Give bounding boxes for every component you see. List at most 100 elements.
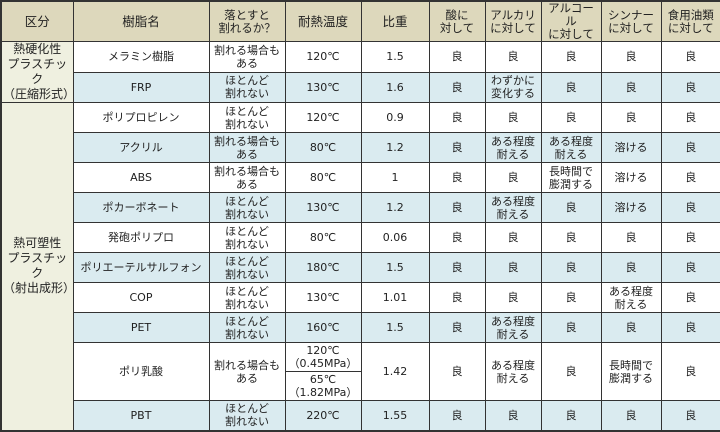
alkali-resistance: 良 xyxy=(484,41,542,73)
column-header: 比重 xyxy=(360,0,430,42)
heat-resistance: 120℃ （0.45MPa） xyxy=(284,342,362,372)
thinner-resistance: 良 xyxy=(600,41,662,73)
alkali-resistance: 良 xyxy=(484,222,542,253)
specific-gravity: 0.9 xyxy=(360,102,430,133)
category-cell: 熱可塑性 プラスチック （射出成形） xyxy=(0,102,74,431)
thinner-resistance: 良 xyxy=(600,71,662,103)
thinner-resistance: 溶ける xyxy=(600,192,662,223)
resin-name: 発砲ポリプロ xyxy=(72,222,210,253)
acid-resistance: 良 xyxy=(428,162,486,193)
oil-resistance: 良 xyxy=(660,102,720,133)
acid-resistance: 良 xyxy=(428,41,486,73)
specific-gravity: 1.6 xyxy=(360,71,430,103)
resin-name: ポリ乳酸 xyxy=(72,342,210,401)
heat-resistance: 120℃ xyxy=(284,102,362,133)
column-header: 樹脂名 xyxy=(72,0,210,42)
column-header: 酸に 対して xyxy=(428,0,486,42)
drop-resistance: ほとんど 割れない xyxy=(208,282,286,313)
alcohol-resistance: 良 xyxy=(540,192,602,223)
specific-gravity: 1.5 xyxy=(360,41,430,73)
heat-resistance: 220℃ xyxy=(284,400,362,431)
resin-name: COP xyxy=(72,282,210,313)
drop-resistance: 割れる場合も ある xyxy=(208,342,286,401)
resin-name: ポリエーテルサルフォン xyxy=(72,252,210,283)
thinner-resistance: 良 xyxy=(600,312,662,343)
oil-resistance: 良 xyxy=(660,312,720,343)
oil-resistance: 良 xyxy=(660,400,720,431)
alkali-resistance: ある程度 耐える xyxy=(484,132,542,163)
acid-resistance: 良 xyxy=(428,192,486,223)
oil-resistance: 良 xyxy=(660,41,720,73)
table-row: FRP ほとんど 割れない 130℃ 1.6 良わずかに 変化する良良良 xyxy=(1,71,720,103)
alcohol-resistance: 良 xyxy=(540,342,602,401)
drop-resistance: ほとんど 割れない xyxy=(208,312,286,343)
thinner-resistance: 溶ける xyxy=(600,162,662,193)
drop-resistance: 割れる場合も ある xyxy=(208,41,286,73)
alcohol-resistance: 良 xyxy=(540,400,602,431)
drop-resistance: ほとんど 割れない xyxy=(208,400,286,431)
alkali-resistance: 良 xyxy=(484,400,542,431)
specific-gravity: 1.5 xyxy=(360,252,430,283)
thinner-resistance: 良 xyxy=(600,102,662,133)
heat-resistance: 80℃ xyxy=(284,132,362,163)
table-row: ポカーボネート ほとんど 割れない 130℃ 1.2 良ある程度 耐える良溶ける良 xyxy=(1,192,720,223)
oil-resistance: 良 xyxy=(660,252,720,283)
resin-name: ABS xyxy=(72,162,210,193)
acid-resistance: 良 xyxy=(428,282,486,313)
heat-resistance: 80℃ xyxy=(284,162,362,193)
column-header: 耐熱温度 xyxy=(284,0,362,42)
oil-resistance: 良 xyxy=(660,162,720,193)
resin-name: ポカーボネート xyxy=(72,192,210,223)
drop-resistance: ほとんど 割れない xyxy=(208,222,286,253)
table-row: ABS 割れる場合も ある 80℃ 1 良良長時間で 膨潤する 溶ける良 xyxy=(1,162,720,193)
drop-resistance: ほとんど 割れない xyxy=(208,71,286,103)
specific-gravity: 1.42 xyxy=(360,342,430,401)
resin-name: ポリプロピレン xyxy=(72,102,210,133)
acid-resistance: 良 xyxy=(428,400,486,431)
table-row: ポリエーテルサルフォン ほとんど 割れない 180℃ 1.5 良良良良良 xyxy=(1,252,720,283)
thinner-resistance: ある程度 耐える xyxy=(600,282,662,313)
column-header: 落とすと 割れるか？ xyxy=(208,0,286,42)
heat-resistance: 130℃ xyxy=(284,71,362,103)
table-row: 発砲ポリプロ ほとんど 割れない 80℃ 0.06 良良良良良 xyxy=(1,222,720,253)
table-row: ポリ乳酸 割れる場合も ある 120℃ （0.45MPa） 1.42 良ある程度 耐える良長時… xyxy=(1,342,720,401)
resin-name: アクリル xyxy=(72,132,210,163)
column-header: アルカリ に対して xyxy=(484,0,542,42)
specific-gravity: 0.06 xyxy=(360,222,430,253)
acid-resistance: 良 xyxy=(428,342,486,401)
heat-resistance: 130℃ xyxy=(284,282,362,313)
oil-resistance: 良 xyxy=(660,192,720,223)
resin-name: PET xyxy=(72,312,210,343)
alcohol-resistance: 長時間で 膨潤する xyxy=(540,162,602,193)
heat-resistance: 130℃ xyxy=(284,192,362,223)
heat-resistance: 180℃ xyxy=(284,252,362,283)
alkali-resistance: 良 xyxy=(484,252,542,283)
specific-gravity: 1.55 xyxy=(360,400,430,431)
thinner-resistance: 良 xyxy=(600,252,662,283)
alkali-resistance: 良 xyxy=(484,102,542,133)
alcohol-resistance: 良 xyxy=(540,252,602,283)
alcohol-resistance: ある程度 耐える xyxy=(540,132,602,163)
column-header: 区分 xyxy=(0,0,74,42)
alcohol-resistance: 良 xyxy=(540,41,602,73)
acid-resistance: 良 xyxy=(428,102,486,133)
alkali-resistance: 良 xyxy=(484,162,542,193)
column-header: 食用油類 に対して xyxy=(660,0,720,42)
table-row: PET ほとんど 割れない 160℃ 1.5 良ある程度 耐える良良良 xyxy=(1,312,720,343)
column-header: アルコール に対して xyxy=(540,0,602,42)
drop-resistance: 割れる場合も ある xyxy=(208,162,286,193)
thinner-resistance: 良 xyxy=(600,222,662,253)
specific-gravity: 1.2 xyxy=(360,132,430,163)
alkali-resistance: わずかに 変化する xyxy=(484,71,542,103)
acid-resistance: 良 xyxy=(428,222,486,253)
drop-resistance: ほとんど 割れない xyxy=(208,252,286,283)
heat-resistance: 160℃ xyxy=(284,312,362,343)
alcohol-resistance: 良 xyxy=(540,312,602,343)
thinner-resistance: 溶ける xyxy=(600,132,662,163)
resin-name: メラミン樹脂 xyxy=(72,41,210,73)
acid-resistance: 良 xyxy=(428,252,486,283)
alcohol-resistance: 良 xyxy=(540,282,602,313)
drop-resistance: 割れる場合も ある xyxy=(208,132,286,163)
acid-resistance: 良 xyxy=(428,71,486,103)
specific-gravity: 1 xyxy=(360,162,430,193)
